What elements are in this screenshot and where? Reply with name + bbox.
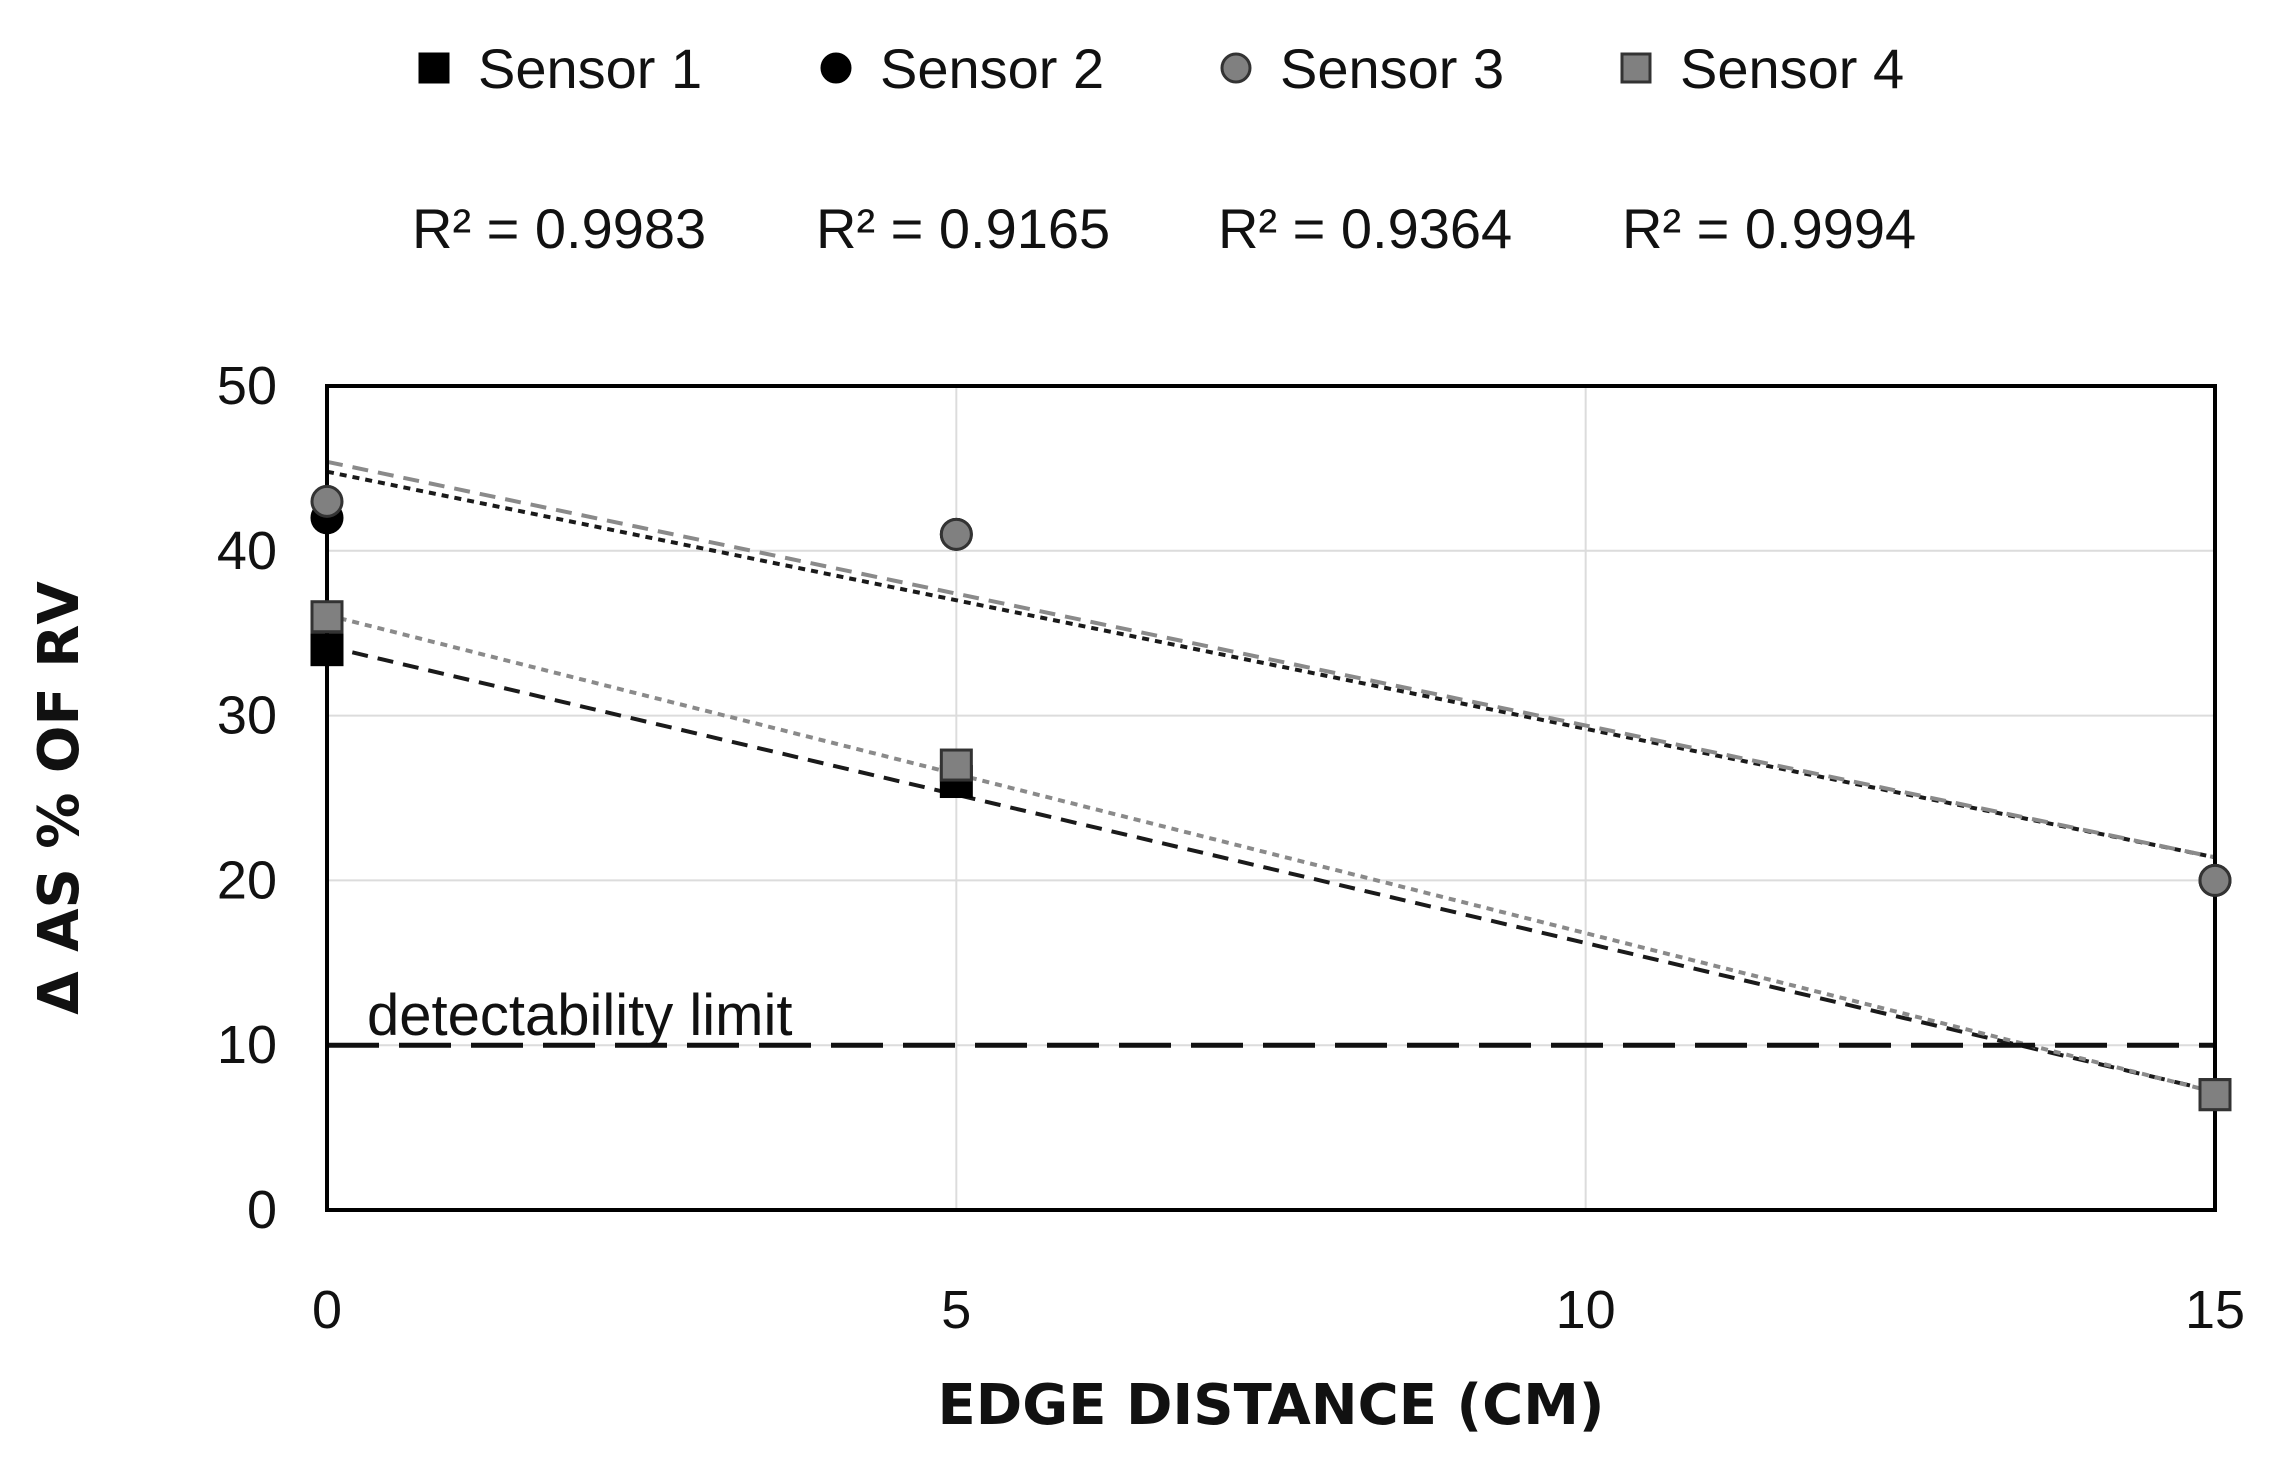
point-sensor-4-1 xyxy=(939,748,973,782)
x-tick-10: 10 xyxy=(1556,1280,1616,1340)
marker-layer xyxy=(310,484,2232,1112)
x-tick-15: 15 xyxy=(2185,1280,2245,1340)
plot-frame xyxy=(325,384,2217,1212)
legend-marker-sensor-4 xyxy=(1620,52,1652,84)
legend: Sensor 1 Sensor 2 Sensor 3 Sensor 4 xyxy=(418,37,1904,100)
annotation-layer: detectability limit xyxy=(327,983,2215,1048)
x-axis-title: EDGE DISTANCE (CM) xyxy=(937,1373,1604,1438)
r2-label-sensor-1: R² = 0.9983 xyxy=(412,197,706,260)
legend-marker-sensor-1 xyxy=(418,52,450,84)
trendline-layer xyxy=(326,459,2216,1095)
trendline-sensor-1 xyxy=(326,644,2216,1094)
legend-label-sensor-1: Sensor 1 xyxy=(478,37,702,100)
tick-labels: 0 10 20 30 40 50 0 5 10 15 xyxy=(217,356,2245,1340)
x-tick-0: 0 xyxy=(312,1280,342,1340)
trendline-sensor-2 xyxy=(326,469,2216,860)
y-tick-20: 20 xyxy=(217,850,277,910)
r2-label-sensor-2: R² = 0.9165 xyxy=(816,197,1110,260)
axis-titles: EDGE DISTANCE (CM) Δ AS % OF RV xyxy=(27,581,1605,1438)
y-tick-30: 30 xyxy=(217,686,277,746)
legend-label-sensor-4: Sensor 4 xyxy=(1680,37,1904,100)
point-sensor-4-0 xyxy=(310,600,344,634)
axes-layer xyxy=(325,384,2217,1212)
point-sensor-1-0 xyxy=(310,633,344,667)
point-sensor-4-2 xyxy=(2198,1078,2232,1112)
y-tick-50: 50 xyxy=(217,356,277,416)
point-sensor-3-1 xyxy=(939,517,973,551)
trendline-sensor-3 xyxy=(326,459,2216,860)
y-axis-title: Δ AS % OF RV xyxy=(27,581,92,1015)
legend-marker-sensor-2 xyxy=(820,52,852,84)
detectability-limit-label: detectability limit xyxy=(367,983,792,1048)
legend-label-sensor-3: Sensor 3 xyxy=(1280,37,1504,100)
r2-labels: R² = 0.9983 R² = 0.9165 R² = 0.9364 R² = 0.… xyxy=(412,197,1916,260)
legend-label-sensor-2: Sensor 2 xyxy=(880,37,1104,100)
y-tick-0: 0 xyxy=(247,1180,277,1240)
x-tick-5: 5 xyxy=(941,1280,971,1340)
r2-label-sensor-4: R² = 0.9994 xyxy=(1622,197,1916,260)
y-tick-10: 10 xyxy=(217,1015,277,1075)
legend-marker-sensor-3 xyxy=(1220,52,1252,84)
point-sensor-3-0 xyxy=(310,484,344,518)
r2-label-sensor-3: R² = 0.9364 xyxy=(1218,197,1512,260)
y-tick-40: 40 xyxy=(217,521,277,581)
point-sensor-3-2 xyxy=(2198,863,2232,897)
